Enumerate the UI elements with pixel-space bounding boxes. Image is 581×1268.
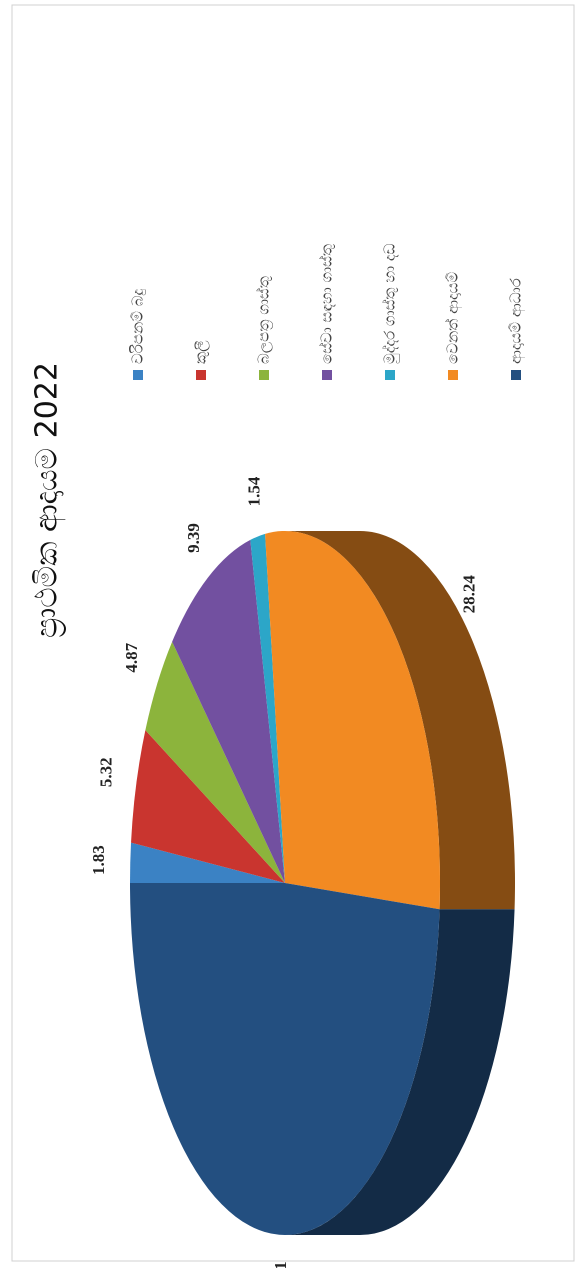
- slice: [130, 883, 440, 1235]
- legend-label: බලපත්‍ර ගාස්තු: [254, 276, 273, 364]
- data-label: 48.81: [271, 1261, 290, 1268]
- slice: [250, 533, 285, 883]
- legend-label: මුද්දර ගාස්තු හා දඩ: [380, 243, 399, 364]
- chart-title: ප්‍රාථමික ආදායම 2022: [30, 362, 67, 638]
- frame: [11, 4, 575, 1262]
- data-label: 1.83: [89, 845, 108, 875]
- legend-swatch: [511, 370, 521, 380]
- data-label: 28.24: [460, 575, 479, 614]
- slice: [131, 730, 285, 883]
- data-label: 4.87: [122, 642, 141, 672]
- legend-label: වරිපනම් බදු: [129, 289, 147, 364]
- slice: [265, 531, 440, 910]
- data-label: 5.32: [96, 757, 115, 787]
- data-label: 1.54: [245, 476, 264, 506]
- slice: [145, 641, 285, 883]
- legend-label: වෙනත් ආදායම්: [443, 272, 462, 364]
- legend-swatch: [322, 370, 332, 380]
- legend-swatch: [196, 370, 206, 380]
- data-label: 9.39: [184, 523, 203, 553]
- legend-swatch: [385, 370, 395, 380]
- legend-swatch: [133, 370, 143, 380]
- legend-swatch: [448, 370, 458, 380]
- slice-side: [285, 909, 515, 1235]
- legend-label: ආදායම් ආධාර: [507, 278, 526, 364]
- slice-side: [285, 531, 515, 910]
- slice: [172, 539, 285, 883]
- chart-body: ප්‍රාථමික ආදායම 2022 1.83 5.32 4.87 9.39 1.5…: [30, 243, 526, 1268]
- legend-swatch: [259, 370, 269, 380]
- slice: [130, 842, 285, 883]
- legend-label: සේවා සඳහා ගාස්තු: [317, 244, 335, 364]
- legend-label: කුලී: [192, 340, 210, 364]
